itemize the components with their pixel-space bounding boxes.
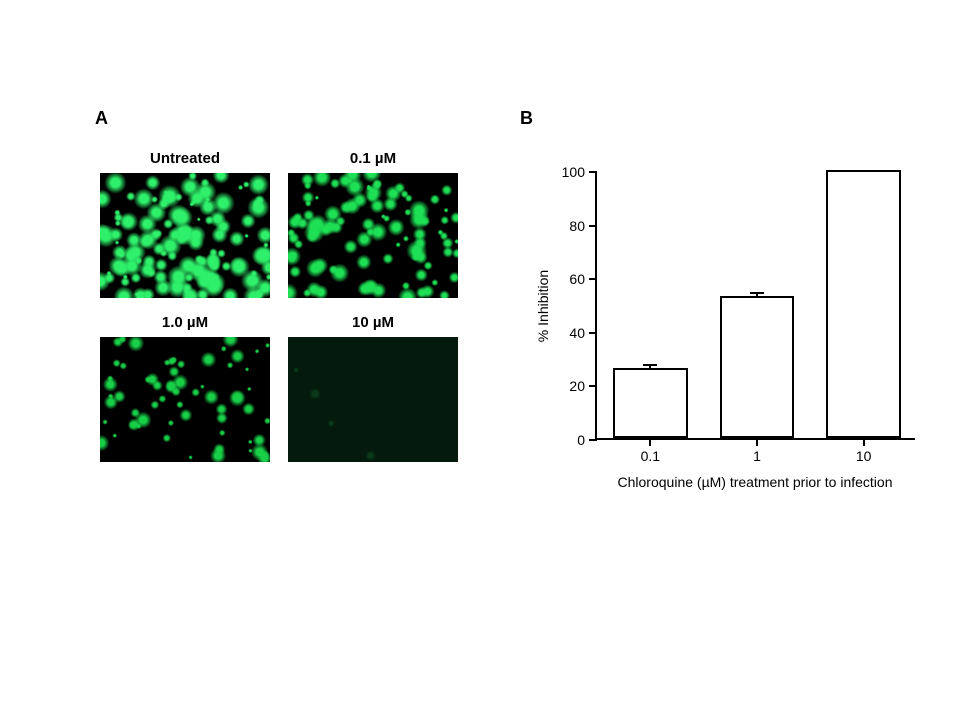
y-tick-label: 60	[569, 271, 597, 287]
bar	[613, 368, 688, 438]
error-bar-cap	[750, 292, 764, 294]
y-tick-label: 80	[569, 218, 597, 234]
x-axis-label: Chloroquine (µM) treatment prior to infe…	[618, 474, 893, 490]
y-axis-label: % Inhibition	[535, 270, 551, 342]
x-tick-label: 1	[753, 438, 761, 464]
y-tick-label: 100	[562, 164, 597, 180]
x-tick-label: 10	[856, 438, 872, 464]
y-tick-label: 0	[577, 432, 597, 448]
figure: A Untreated0.1 µM1.0 µM10 µM B 020406080…	[0, 0, 960, 720]
x-tick-label: 0.1	[641, 438, 660, 464]
bar	[720, 296, 795, 438]
inhibition-bar-chart: 0204060801000.1110 % Inhibition Chloroqu…	[0, 0, 960, 720]
bar	[826, 170, 901, 438]
error-bar-cap	[643, 364, 657, 366]
y-tick-label: 40	[569, 325, 597, 341]
plot-area: 0204060801000.1110	[595, 172, 915, 440]
y-tick-label: 20	[569, 378, 597, 394]
